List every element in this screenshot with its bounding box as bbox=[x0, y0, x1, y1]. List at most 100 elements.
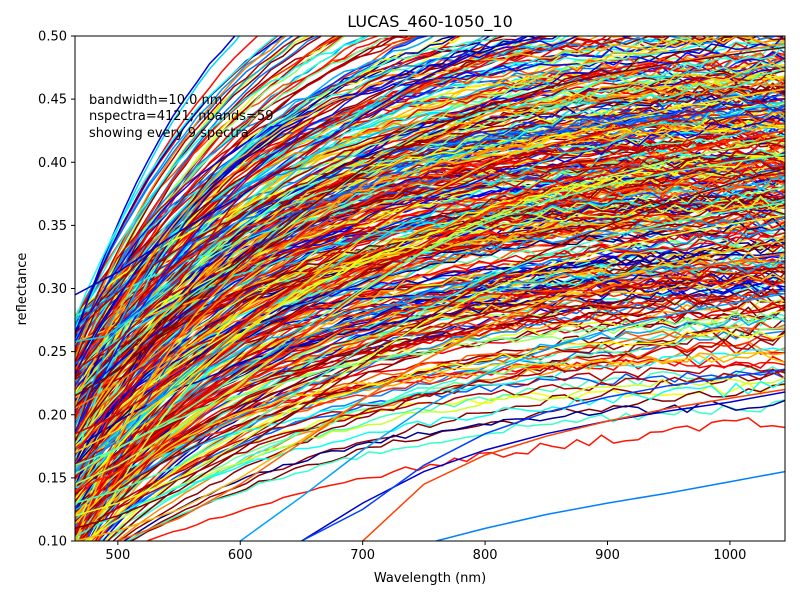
x-tick-label: 500 bbox=[105, 548, 130, 563]
spectrum-line bbox=[75, 82, 785, 344]
spectrum-line bbox=[86, 105, 785, 541]
spectrum-line bbox=[75, 261, 785, 472]
spectrum-line bbox=[122, 399, 785, 541]
spectrum-line bbox=[75, 36, 301, 350]
spectrum-line bbox=[75, 36, 781, 348]
spectrum-line bbox=[75, 144, 785, 420]
annotation-showing: showing every 9 spectra bbox=[89, 126, 249, 141]
spectrum-line bbox=[145, 416, 785, 541]
spectrum-line bbox=[75, 347, 785, 489]
y-axis-ticks: 0.10 0.15 0.20 0.25 0.30 0.35 0.40 0.45 0.50 bbox=[38, 30, 75, 550]
spectrum-line bbox=[75, 36, 338, 378]
y-tick-label: 0.10 bbox=[38, 535, 67, 550]
spectrum-line bbox=[75, 267, 785, 524]
x-tick-label: 900 bbox=[595, 548, 620, 563]
annotation-bandwidth: bandwidth=10.0 nm bbox=[89, 93, 222, 108]
y-tick-label: 0.20 bbox=[38, 408, 67, 423]
spectrum-line bbox=[75, 310, 785, 475]
spectrum-line bbox=[75, 36, 785, 407]
y-tick-label: 0.45 bbox=[38, 93, 67, 108]
spectrum-line-highlight bbox=[301, 368, 785, 541]
spectrum-line bbox=[75, 36, 683, 469]
spectrum-line bbox=[75, 36, 458, 407]
spectrum-line-highlight bbox=[75, 98, 785, 435]
y-tick-label: 0.50 bbox=[38, 30, 67, 45]
spectrum-line bbox=[75, 36, 498, 461]
x-tick-label: 600 bbox=[228, 548, 253, 563]
spectrum-line bbox=[75, 175, 785, 406]
spectrum-line-highlight bbox=[239, 292, 785, 541]
spectrum-line bbox=[75, 331, 785, 533]
spectrum-line bbox=[79, 261, 785, 541]
spectrum-line bbox=[75, 225, 785, 473]
annotation-nspectra: nspectra=4121; nbands=59 bbox=[89, 109, 273, 124]
spectrum-line bbox=[75, 36, 347, 350]
annotation-box: bandwidth=10.0 nm nspectra=4121; nbands=… bbox=[89, 93, 273, 141]
spectrum-line bbox=[75, 36, 321, 387]
spectrum-line bbox=[75, 36, 241, 342]
spectrum-line-highlight bbox=[435, 470, 785, 541]
spectrum-line bbox=[75, 379, 785, 538]
spectrum-line bbox=[75, 198, 785, 363]
spectrum-line-highlight bbox=[75, 36, 486, 343]
spectrum-line bbox=[75, 314, 785, 511]
spectrum-line bbox=[75, 151, 785, 441]
spectrum-line bbox=[75, 36, 236, 339]
spectrum-line bbox=[75, 36, 714, 444]
spectrum-line bbox=[75, 100, 785, 493]
spectrum-line bbox=[75, 36, 409, 368]
spectrum-line bbox=[75, 36, 278, 320]
spectrum-line bbox=[75, 187, 785, 445]
spectrum-line bbox=[75, 36, 464, 367]
spectrum-line bbox=[75, 314, 785, 475]
spectrum-line bbox=[75, 36, 381, 386]
y-tick-label: 0.15 bbox=[38, 471, 67, 486]
spectrum-line bbox=[102, 280, 785, 541]
spectrum-line bbox=[75, 156, 785, 529]
spectrum-line-highlight bbox=[362, 388, 785, 541]
spectrum-line-highlight bbox=[75, 153, 785, 466]
x-tick-label: 700 bbox=[350, 548, 375, 563]
spectrum-line bbox=[75, 36, 527, 433]
y-axis-label: reflectance bbox=[15, 253, 30, 326]
spectrum-line-highlight bbox=[75, 36, 547, 372]
spectrum-line-highlight bbox=[117, 252, 785, 541]
spectrum-line bbox=[75, 368, 785, 529]
spectrum-line bbox=[75, 272, 785, 527]
spectrum-line bbox=[75, 36, 498, 318]
spectrum-line bbox=[75, 213, 785, 486]
y-tick-label: 0.40 bbox=[38, 156, 67, 171]
spectrum-line bbox=[75, 36, 463, 372]
spectrum-line bbox=[75, 36, 508, 329]
spectrum-line bbox=[75, 123, 785, 541]
spectrum-line bbox=[75, 216, 785, 499]
spectrum-line bbox=[75, 36, 284, 334]
spectrum-line-highlight bbox=[75, 129, 785, 492]
spectrum-line-highlight bbox=[75, 214, 785, 517]
x-axis-ticks: 500 600 700 800 900 1000 bbox=[105, 541, 746, 563]
spectrum-line-highlight bbox=[75, 46, 785, 397]
spectrum-line bbox=[75, 52, 785, 316]
spectrum-line bbox=[75, 36, 316, 363]
spectrum-line bbox=[75, 36, 287, 359]
spectrum-line bbox=[75, 62, 785, 438]
x-tick-label: 800 bbox=[473, 548, 498, 563]
y-tick-label: 0.35 bbox=[38, 219, 67, 234]
spectrum-line bbox=[75, 36, 365, 349]
spectrum-line bbox=[75, 36, 403, 434]
spectrum-line bbox=[75, 92, 785, 365]
spectrum-line bbox=[75, 160, 785, 538]
spectrum-line bbox=[75, 36, 341, 397]
spectrum-line-highlight bbox=[75, 201, 785, 504]
spectrum-line bbox=[87, 329, 785, 541]
spectra-lines bbox=[75, 36, 785, 541]
spectrum-line bbox=[75, 158, 785, 480]
spectrum-line bbox=[75, 217, 785, 467]
spectrum-line bbox=[75, 91, 785, 323]
spectrum-line bbox=[75, 351, 785, 525]
spectrum-line bbox=[75, 363, 785, 541]
spectrum-line bbox=[79, 288, 785, 541]
spectrum-line bbox=[75, 67, 785, 397]
x-axis-label: Wavelength (nm) bbox=[374, 571, 486, 586]
